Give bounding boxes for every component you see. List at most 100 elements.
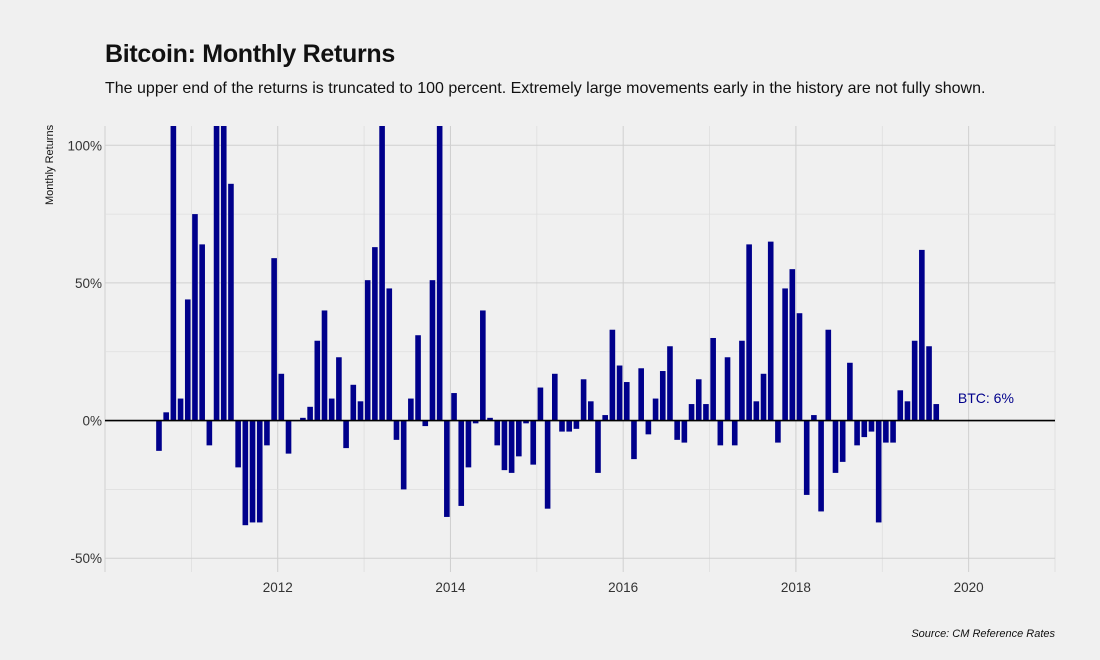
bar-month-73 [674,420,680,440]
bar-month-7 [199,244,205,421]
bar-month-108 [926,346,932,421]
bar-month-62 [595,420,601,473]
x-tick-label: 2018 [781,580,811,595]
bar-month-103 [890,420,896,443]
bar-month-6 [192,214,198,421]
bar-month-56 [552,373,558,421]
bar-month-46 [480,310,486,421]
bar-month-109 [933,404,940,421]
bar-month-93 [818,420,824,512]
bar-month-99 [861,420,868,438]
bar-month-19 [285,420,292,454]
bar-month-33 [386,288,393,421]
source-caption: Source: CM Reference Rates [911,628,1055,640]
bar-month-48 [494,420,501,446]
bar-month-47 [487,417,493,421]
x-tick-label: 2020 [954,580,984,595]
bar-month-72 [667,346,673,421]
grid-lines [104,126,1056,572]
bar-month-29 [357,401,364,421]
bar-month-34 [393,420,400,440]
y-tick-label: 100% [67,138,102,153]
bar-month-41 [444,420,450,517]
bar-month-3 [170,126,177,421]
bar-month-60 [580,379,587,421]
bar-month-78 [710,337,716,421]
bar-month-107 [919,249,925,421]
bar-month-91 [803,420,810,495]
bar-month-39 [429,280,436,421]
bar-month-71 [659,371,666,421]
bar-month-8 [206,420,213,446]
bars-group [156,126,940,526]
bar-month-10 [220,126,227,421]
bar-month-49 [501,420,508,471]
bar-month-102 [883,420,889,443]
bar-month-35 [400,420,407,490]
bar-month-13 [242,420,249,526]
bar-month-14 [249,420,256,523]
bar-month-84 [753,401,760,421]
bar-month-65 [616,365,623,421]
bar-month-21 [300,417,306,421]
bar-month-70 [652,398,659,421]
bar-month-45 [472,420,479,424]
bar-month-50 [508,420,515,473]
bar-month-106 [911,340,918,421]
bar-month-94 [825,329,832,421]
bar-month-28 [350,384,357,421]
bar-month-86 [767,241,774,421]
bar-month-67 [631,420,637,460]
bar-month-66 [623,382,630,421]
btc-annotation: BTC: 6% [958,390,1014,406]
x-tick-label: 2014 [435,580,466,595]
bar-month-96 [839,420,846,462]
bar-month-53 [530,420,537,465]
bar-month-51 [516,420,522,457]
bar-month-69 [645,420,652,435]
bar-month-100 [868,420,875,432]
bar-month-80 [724,357,731,421]
bar-month-12 [235,420,241,468]
chart-subtitle: The upper end of the returns is truncate… [105,80,986,97]
y-tick-label: -50% [70,551,102,566]
bar-month-24 [321,310,328,421]
bar-month-59 [573,420,580,429]
x-tick-label: 2016 [608,580,638,595]
bar-month-30 [364,280,371,421]
bar-month-4 [177,398,184,421]
axes-group: -50% 0% 50% 100% 2012 2014 2016 2018 2020 [67,138,1055,595]
bar-month-11 [228,183,234,421]
bar-month-43 [458,420,465,506]
bar-month-88 [782,288,788,421]
bar-month-105 [904,401,911,421]
bar-month-17 [271,258,277,421]
bar-month-76 [695,379,702,421]
bar-month-95 [832,420,839,473]
bar-month-32 [379,126,385,421]
bar-month-63 [602,415,608,421]
bar-month-98 [854,420,860,446]
bar-month-26 [336,357,342,421]
bar-month-44 [465,420,472,468]
bar-month-2 [163,412,169,421]
bar-month-1 [156,420,162,451]
y-tick-label: 0% [82,414,102,429]
bar-month-85 [760,373,767,421]
bar-month-68 [638,368,644,421]
bar-month-15 [256,420,263,523]
bar-month-36 [408,398,414,421]
bar-month-25 [328,398,335,421]
bar-month-52 [523,420,529,424]
bar-month-42 [451,393,457,421]
bar-month-54 [537,387,544,421]
bar-month-104 [897,390,904,421]
bar-month-82 [739,340,745,421]
bar-month-9 [213,126,220,421]
bar-month-90 [796,313,803,421]
bar-month-75 [688,404,695,421]
bar-month-40 [436,126,443,421]
bar-month-5 [184,299,191,421]
bar-month-38 [422,420,429,427]
